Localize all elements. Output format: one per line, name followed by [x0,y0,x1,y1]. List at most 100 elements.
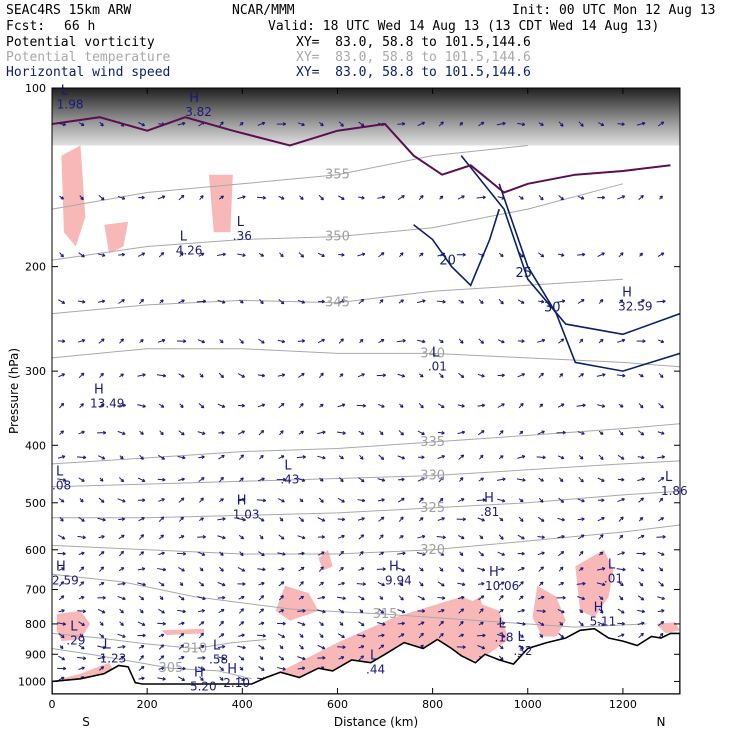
wind-arrowhead [541,535,545,540]
plot-frame [51,87,681,695]
wind-arrow [118,518,125,521]
wind-arrowhead [582,403,586,408]
wind-arrowhead [581,431,585,435]
wind-arrowhead [522,478,526,482]
extremum-value: .32 [513,644,532,658]
wind-arrow [237,645,246,649]
wind-arrowhead [442,299,446,304]
wind-arrowhead [442,596,446,600]
wind-arrow [577,431,585,435]
wind-arrowhead [420,497,424,501]
wind-arrow [297,477,306,482]
wind-arrow [437,581,445,587]
wind-arrowhead [339,622,344,626]
wind-arrowhead [280,656,285,661]
wind-arrowhead [300,430,304,435]
wind-arrowhead [181,621,185,626]
wind-arrowhead [540,196,544,201]
wind-arrow [197,666,206,671]
wind-arrowhead [241,374,245,378]
wind-arrowhead [220,374,224,379]
wind-arrowhead [460,620,464,625]
wind-arrow [177,676,185,681]
wind-arrowhead [280,536,285,540]
wind-arrowhead [560,196,564,201]
wind-arrowhead [380,644,385,648]
wind-arrowhead [380,456,385,460]
wind-arrowhead [381,478,386,482]
wind-arrowhead [282,621,286,626]
low-marker: L [70,619,78,634]
wind-arrow [557,609,565,614]
wind-arrowhead [82,656,87,661]
wind-arrow [658,581,664,587]
wind-arrow [137,582,146,586]
wind-arrowhead [141,195,145,200]
wind-arrow [358,298,365,305]
wind-arrow [658,403,664,409]
wind-arrow [58,299,65,304]
wind-arrowhead [262,567,266,572]
wind-arrow [616,568,626,571]
y-axis-title: Pressure (hPa) [7,348,21,434]
wind-arrowhead [540,518,545,522]
wind-arrowhead [460,568,465,572]
wind-arrowhead [221,404,226,408]
wind-arrow [337,497,345,503]
low-marker: L [432,345,440,360]
wind-arrowhead [360,478,365,483]
wind-arrowhead [361,567,365,571]
wind-arrowhead [100,566,105,570]
wind-arrowhead [462,645,466,649]
wind-arrowhead [420,373,424,378]
wind-arrow [377,499,385,502]
wind-arrowhead [540,622,545,626]
wind-arrow [438,620,444,627]
wind-arrowhead [340,656,345,660]
wind-arrow [637,478,645,482]
stratosphere-band [52,88,680,146]
wind-arrowhead [519,645,524,650]
wind-arrowhead [162,477,166,482]
pv-fill-region [61,145,86,247]
wind-arrowhead [161,666,165,671]
wind-arrowhead [200,517,204,521]
wind-arrowhead [281,196,285,200]
wind-arrowhead [422,552,426,556]
wind-arrowhead [399,582,404,587]
wind-arrow [558,497,564,503]
wind-arrowhead [659,195,663,199]
wind-arrowhead [240,300,244,304]
wind-arrow [558,195,564,201]
wind-arrow [78,477,85,482]
wind-arrowhead [361,373,365,377]
wind-arrowhead [80,566,85,571]
wind-arrow [218,620,224,627]
wind-arrowhead [121,534,125,539]
low-marker: L [284,459,292,474]
wind-arrowhead [280,300,285,305]
wind-contour [498,183,680,372]
wind-arrowhead [101,610,106,614]
wind-arrowhead [320,634,324,638]
wind-arrowhead [161,551,165,556]
wind-arrow [477,567,486,571]
wind-arrow [477,373,485,377]
wind-arrowhead [340,609,345,614]
wind-arrowhead [62,551,66,556]
wind-arrowhead [521,122,526,127]
wind-arrowhead [81,518,85,522]
wind-arrowhead [260,300,264,305]
wind-arrow [416,552,426,556]
wind-arrowhead [620,582,624,587]
wind-arrowhead [241,568,246,572]
wind-arrow [97,656,106,660]
wind-arrowhead [140,339,144,343]
wind-arrowhead [280,595,284,599]
wind-arrowhead [660,339,665,344]
wind-arrowhead [660,404,664,409]
wind-arrowhead [100,122,104,127]
wind-arrowhead [502,121,506,126]
wind-arrowhead [560,403,565,407]
wind-arrow [356,583,366,585]
